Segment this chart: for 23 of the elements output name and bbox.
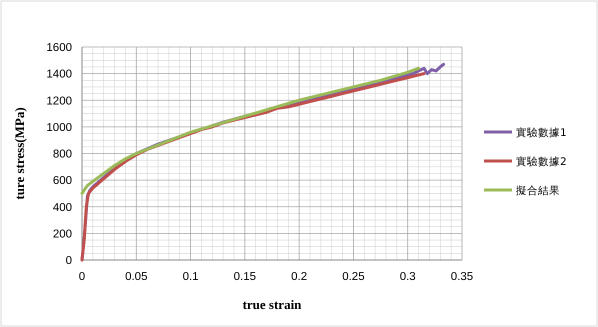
y-tick-label: 1200 [46,95,72,108]
line-series [80,66,420,195]
y-tick-label: 600 [52,175,72,188]
y-tick-label: 1400 [46,68,72,81]
y-tick-label: 0 [66,255,72,267]
x-tick-label: 0.25 [342,271,365,283]
legend-label: 實驗數據1 [516,126,567,139]
y-axis-title: ture stress(MPa) [12,107,27,200]
y-tick-label: 200 [52,228,72,240]
x-tick-label: 0.35 [450,271,474,283]
x-tick-label: 0 [78,271,86,283]
x-tick-label: 0.15 [234,271,256,283]
legend-label: 擬合結果 [516,184,560,197]
x-tick-label: 0.05 [125,271,148,283]
x-tick-label: 0.3 [400,271,416,283]
legend-label: 實驗數據2 [516,155,567,168]
y-tick-label: 400 [52,202,72,214]
x-axis-title: true strain [242,297,302,312]
x-tick-label: 0.1 [182,271,199,283]
y-tick-label: 800 [52,148,72,160]
x-tick-label: 0.2 [291,271,308,283]
y-tick-label: 1000 [46,122,72,134]
y-tick-label: 1600 [46,42,72,54]
